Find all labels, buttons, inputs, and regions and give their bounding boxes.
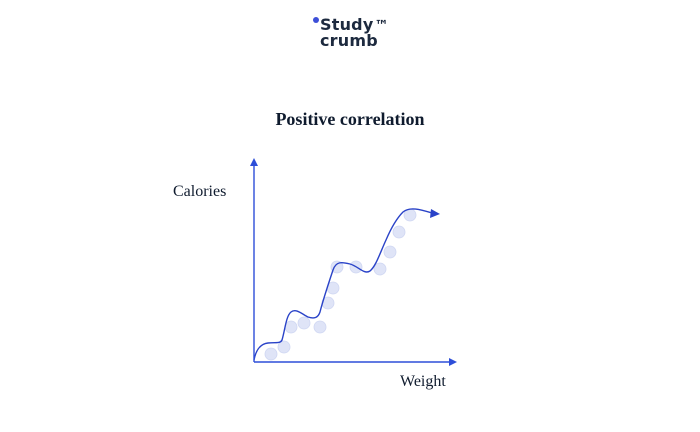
scatter-point bbox=[313, 320, 327, 334]
logo-word-study: Study bbox=[320, 15, 374, 34]
scatter-point bbox=[297, 316, 311, 330]
logo-line-1: Study™ bbox=[320, 16, 389, 35]
logo-word-crumb: crumb bbox=[320, 31, 378, 50]
scatter-point bbox=[330, 260, 344, 274]
x-axis-label: Weight bbox=[400, 373, 446, 390]
diagram-title: Positive correlation bbox=[275, 109, 425, 129]
points-group bbox=[264, 208, 417, 361]
scatter-point bbox=[383, 245, 397, 259]
scatter-point bbox=[392, 225, 406, 239]
y-axis-arrowhead bbox=[250, 158, 258, 166]
trend-arrowhead bbox=[430, 209, 440, 218]
studycrumb-logo[interactable]: Study™ crumb bbox=[312, 14, 392, 52]
scatter-point bbox=[277, 340, 291, 354]
logo-dot-icon bbox=[313, 17, 319, 23]
scatter-point bbox=[373, 262, 387, 276]
trend-curve bbox=[253, 208, 433, 361]
x-axis-arrowhead bbox=[449, 358, 457, 366]
y-axis-label: Calories bbox=[173, 183, 227, 200]
scatter-point bbox=[264, 347, 278, 361]
logo-trademark: ™ bbox=[374, 18, 389, 34]
